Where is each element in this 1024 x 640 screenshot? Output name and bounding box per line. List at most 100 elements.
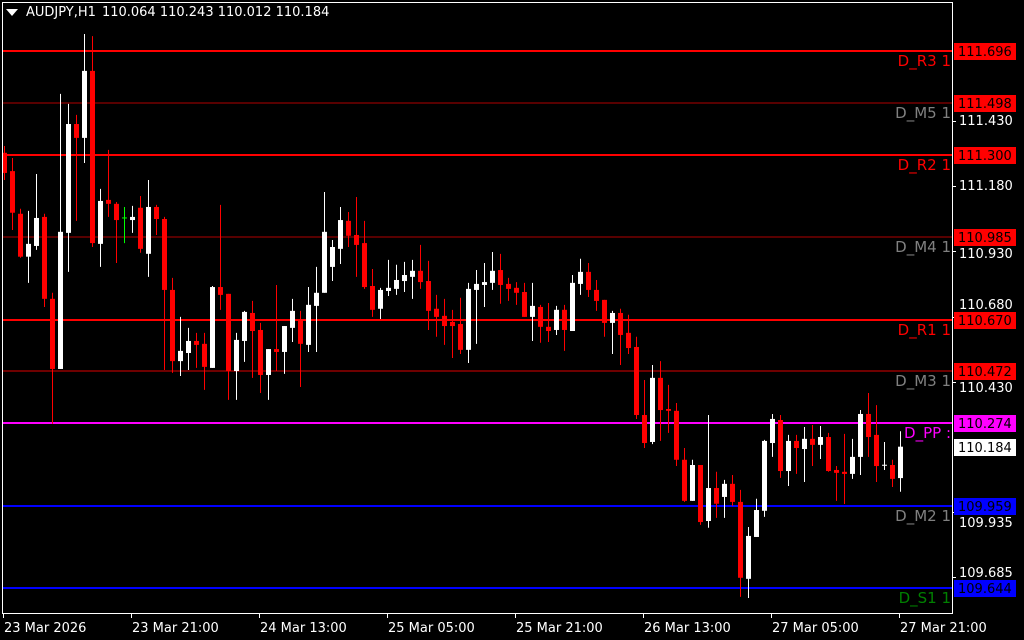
candle xyxy=(122,206,127,244)
candle-body xyxy=(18,213,23,257)
candle-body xyxy=(362,243,367,288)
dropdown-triangle-icon[interactable] xyxy=(6,9,18,16)
candle xyxy=(746,527,751,598)
candle xyxy=(666,384,671,433)
level-price-d_s1: 109.644 xyxy=(958,582,1012,597)
candle-body xyxy=(450,321,455,327)
level-price-box-d_m5 xyxy=(954,95,1016,112)
candle-body xyxy=(354,234,359,245)
candle-body xyxy=(98,200,103,244)
candle-body xyxy=(346,220,351,236)
candle xyxy=(586,262,591,297)
candle xyxy=(138,195,143,253)
candle xyxy=(658,361,663,441)
candle-body xyxy=(170,289,175,362)
candle-body xyxy=(562,309,567,330)
candle-body xyxy=(850,456,855,474)
candle-body xyxy=(866,413,871,438)
candle xyxy=(418,244,423,289)
candle-body xyxy=(202,343,207,367)
level-label-d_r3: D_R3 1 xyxy=(898,52,951,71)
candle-body xyxy=(402,275,407,282)
candle-body xyxy=(810,438,815,445)
candle xyxy=(714,471,719,518)
candle xyxy=(482,262,487,307)
candle xyxy=(282,326,287,374)
candle-body xyxy=(610,312,615,323)
candle xyxy=(170,277,175,373)
candle-body xyxy=(394,279,399,289)
price-axis[interactable]: 111.430 111.180 110.930 110.680 110.430 109.9… xyxy=(952,43,1016,597)
candle xyxy=(890,459,895,487)
candle-body xyxy=(74,124,79,138)
candle xyxy=(722,479,727,518)
candle-body xyxy=(42,216,47,299)
candle xyxy=(2,145,7,181)
candle-body xyxy=(738,501,743,578)
candle-body xyxy=(546,326,551,332)
candle-body xyxy=(50,298,55,369)
candle xyxy=(146,180,151,277)
level-label-d_s1: D_S1 1 xyxy=(899,589,951,608)
price-tick-label: 111.180 xyxy=(959,179,1013,194)
candle xyxy=(178,316,183,377)
candle xyxy=(674,402,679,467)
candle xyxy=(202,332,207,390)
candle xyxy=(354,197,359,277)
candle-body xyxy=(298,320,303,344)
candle-body xyxy=(426,281,431,311)
candle xyxy=(498,253,503,304)
candle-body xyxy=(106,199,111,204)
candle xyxy=(114,201,119,263)
candle-body xyxy=(706,488,711,522)
candle xyxy=(818,426,823,459)
candle-body xyxy=(466,288,471,350)
price-tick-label: 109.935 xyxy=(959,516,1013,531)
candle-body xyxy=(26,243,31,257)
candle xyxy=(786,434,791,486)
candle xyxy=(330,239,335,282)
candle-body xyxy=(458,323,463,350)
candle-body xyxy=(530,305,535,317)
candle-body xyxy=(586,271,591,290)
candle-body xyxy=(490,270,495,283)
candle-body xyxy=(554,309,559,330)
candle xyxy=(506,277,511,301)
candle-body xyxy=(778,419,783,472)
candle-body xyxy=(258,329,263,375)
candle xyxy=(514,282,519,305)
time-axis[interactable]: 23 Mar 2026 23 Mar 21:00 24 Mar 13:00 25 Ma… xyxy=(3,613,987,636)
candle xyxy=(490,251,495,290)
candle-body xyxy=(370,286,375,310)
time-tick-label: 24 Mar 13:00 xyxy=(260,621,347,636)
candle-body xyxy=(714,488,719,504)
candle-body xyxy=(666,409,671,411)
candle-body xyxy=(642,415,647,444)
candle-body xyxy=(290,310,295,328)
candle xyxy=(538,304,543,343)
candle-body xyxy=(762,440,767,511)
candle xyxy=(842,433,847,504)
candle-body xyxy=(322,231,327,293)
candle-body xyxy=(210,287,215,368)
candle xyxy=(306,287,311,352)
candle-body xyxy=(650,377,655,442)
candle xyxy=(362,220,367,289)
candles xyxy=(2,33,903,598)
candle-body xyxy=(306,304,311,345)
candle xyxy=(730,474,735,506)
candle xyxy=(290,298,295,343)
level-price-d_r1: 110.670 xyxy=(958,314,1012,329)
candle-body xyxy=(506,283,511,289)
candle-body xyxy=(786,440,791,472)
candle xyxy=(18,208,23,258)
candle-body xyxy=(658,377,663,411)
level-price-d_r2: 111.300 xyxy=(958,149,1012,164)
pivot-level-labels: D_R3 1 D_M5 1 D_R2 1 D_M4 1 D_R1 1 D_M3 1 D_PP… xyxy=(895,52,951,608)
candle xyxy=(826,432,831,472)
candle xyxy=(882,441,887,470)
candle-body xyxy=(690,465,695,501)
candle xyxy=(402,261,407,293)
candle-body xyxy=(834,469,839,473)
